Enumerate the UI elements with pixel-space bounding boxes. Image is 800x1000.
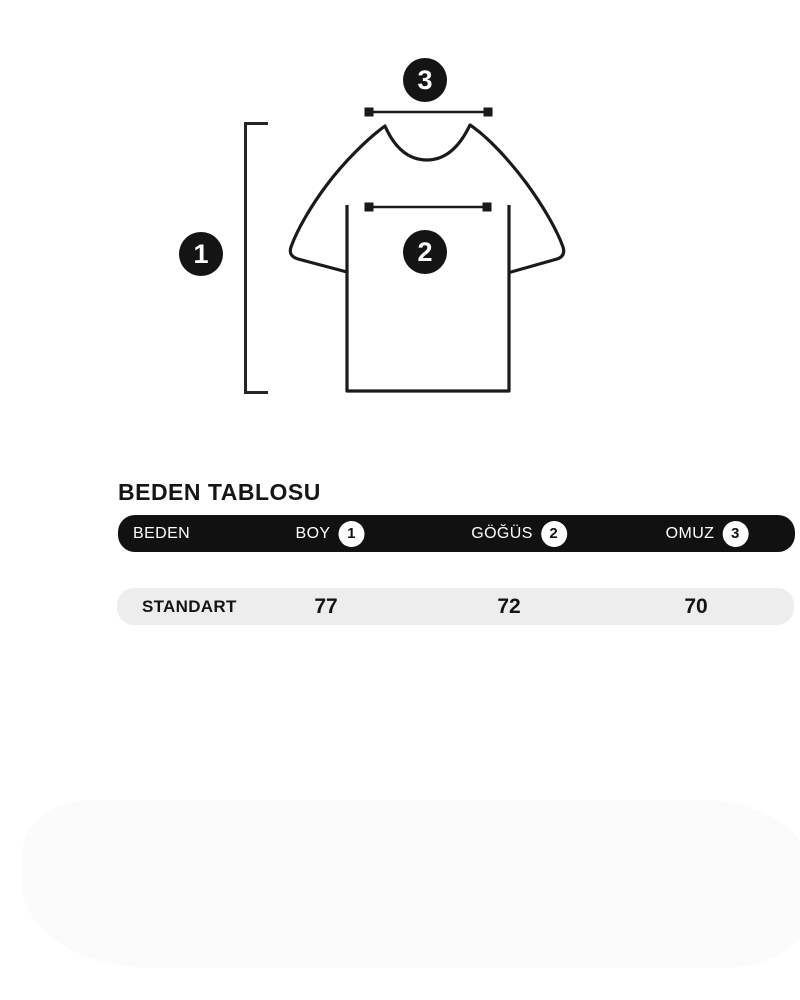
row-cell-boy-value: 77 [314, 594, 338, 618]
header-cell-boy: BOY 1 [296, 515, 365, 552]
size-table-title: BEDEN TABLOSU [118, 479, 321, 505]
chest-measure-badge: 2 [403, 230, 447, 274]
header-cell-omuz: OMUZ 3 [666, 515, 749, 552]
shoulder-measure-line [364, 107, 493, 117]
row-cell-gogus-value: 72 [497, 594, 521, 618]
header-badge-2: 2 [540, 520, 567, 547]
header-label-gogus: GÖĞÜS [471, 524, 533, 542]
row-cell-omuz-value: 70 [684, 594, 708, 618]
tshirt-body-outline [345, 205, 511, 393]
header-label-beden: BEDEN [133, 524, 191, 542]
header-label-boy: BOY [295, 524, 331, 542]
header-label-omuz: OMUZ [665, 524, 715, 542]
length-measure-badge: 1 [179, 232, 223, 276]
bottom-fade-blob [22, 800, 800, 968]
size-table-row-standart: STANDART 77 72 70 [117, 588, 794, 625]
tshirt-upper-outline [288, 123, 566, 274]
length-bracket [244, 122, 268, 394]
header-badge-3: 3 [722, 520, 749, 547]
size-table-header: BEDEN BOY 1 GÖĞÜS 2 OMUZ 3 [118, 515, 795, 552]
header-cell-gogus: GÖĞÜS 2 [471, 515, 567, 552]
header-badge-1: 1 [338, 520, 365, 547]
shoulder-measure-badge: 3 [403, 58, 447, 102]
header-cell-beden: BEDEN [133, 515, 190, 552]
tshirt-measurement-diagram [244, 107, 566, 394]
chest-measure-line [364, 202, 492, 212]
row-cell-size: STANDART [142, 596, 237, 616]
